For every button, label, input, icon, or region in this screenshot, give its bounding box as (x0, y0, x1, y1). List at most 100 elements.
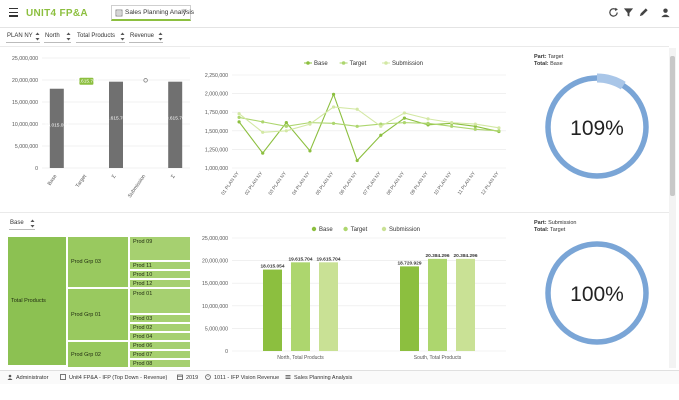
x-tick-label: 07 PLAN NY (362, 170, 383, 196)
y-tick-label: 10,000,000 (12, 122, 38, 128)
status-report: Sales Planning Analysis (285, 374, 352, 381)
y-tick-label: 15,000,000 (202, 281, 228, 287)
tree-root[interactable]: Total Products (7, 236, 67, 366)
y-tick-label: 15,000,000 (12, 100, 38, 106)
tree-item[interactable]: Prod 11 (129, 261, 191, 270)
legend-label: Base (319, 227, 333, 233)
legend-label: Target (351, 227, 368, 233)
scrollbar-thumb[interactable] (670, 56, 675, 196)
legend-marker (384, 61, 388, 65)
x-tick-label: 10 PLAN NY (433, 170, 454, 196)
top-bar: UNIT4 FP&A Sales Planning Analysis × (0, 0, 679, 28)
tree-group[interactable]: Prod Grp 02 (67, 341, 129, 368)
measure-dropdown[interactable]: Revenue (129, 31, 163, 43)
series-line (238, 92, 500, 162)
bar (428, 258, 447, 351)
tree-item[interactable]: Prod 03 (129, 314, 191, 323)
donut-2-total-label: Total: (534, 227, 549, 233)
y-tick-label: 1,250,000 (205, 147, 228, 153)
tab-sales-planning-analysis[interactable]: Sales Planning Analysis × (111, 5, 195, 21)
tree-item[interactable]: Prod 04 (129, 332, 191, 341)
report-icon (115, 9, 123, 17)
legend-marker (306, 61, 310, 65)
tree-item[interactable]: Prod 01 (129, 288, 191, 314)
legend-label: Target (350, 61, 367, 67)
menu-icon[interactable] (9, 8, 18, 17)
refresh-icon[interactable] (608, 7, 619, 18)
region-dropdown[interactable]: North (44, 31, 71, 43)
tree-item[interactable]: Prod 02 (129, 323, 191, 332)
y-tick-label: 0 (35, 166, 38, 172)
top-bar-divider (0, 27, 679, 28)
plan-dropdown[interactable]: PLAN NY (6, 31, 40, 43)
status-user-text: Administrator (16, 375, 49, 381)
series-line (238, 116, 499, 132)
data-point (237, 115, 241, 120)
donut-1-caption: Part: Target Total: Base (534, 54, 563, 68)
target-vs-base-donut: 109% (545, 73, 649, 179)
base-selector[interactable]: Base (9, 218, 35, 230)
status-report-text: Sales Planning Analysis (294, 375, 353, 381)
data-label: 19.615.704 (163, 116, 187, 122)
x-tick-label: Σ (170, 174, 177, 180)
data-point (261, 120, 265, 124)
logo-brand: UNIT4 (26, 8, 57, 19)
x-tick-label: North, Total Products (277, 355, 324, 361)
tree-item[interactable]: Prod 12 (129, 279, 191, 288)
y-tick-label: 2,000,000 (205, 92, 228, 98)
bar (263, 269, 282, 351)
data-point (355, 124, 359, 128)
plan-dropdown-value: PLAN NY (7, 33, 33, 39)
donut-overflow-arc (596, 73, 626, 90)
x-tick-label: 08 PLAN NY (386, 170, 407, 196)
x-tick-label: 03 PLAN NY (267, 170, 288, 196)
data-point (237, 112, 241, 116)
x-tick-label: 09 PLAN NY (409, 170, 430, 196)
bar (109, 81, 123, 168)
donut-1-part-label: Part: (534, 54, 547, 60)
tree-item[interactable]: Prod 07 (129, 350, 191, 359)
tree-item[interactable]: Prod 06 (129, 341, 191, 350)
calendar-icon (177, 374, 183, 380)
data-point (331, 92, 336, 96)
bar (319, 262, 338, 351)
data-point (355, 107, 359, 111)
filter-icon[interactable] (623, 7, 634, 18)
y-tick-label: 20,000,000 (202, 259, 228, 265)
tree-item[interactable]: Prod 08 (129, 359, 191, 368)
data-point (284, 121, 288, 125)
donut-1-total: Base (550, 61, 563, 67)
data-point (379, 122, 383, 126)
bar (400, 266, 419, 351)
data-point (426, 121, 430, 125)
data-point (308, 122, 312, 126)
report-icon (285, 375, 291, 379)
donut-1-part: Target (547, 54, 564, 60)
tree-item[interactable]: Prod 09 (129, 236, 191, 261)
bar-marker (79, 77, 94, 85)
x-tick-label: South, Total Products (414, 355, 462, 361)
y-tick-label: 1,000,000 (205, 166, 228, 172)
donut-2-part: Submission (548, 220, 577, 226)
data-point (497, 126, 501, 130)
data-point (473, 122, 477, 126)
region-bar-chart: Base Target Submission 0 5,000,000 10,000,000… (202, 226, 506, 361)
data-point (450, 121, 454, 125)
user-icon[interactable] (660, 7, 671, 18)
tree-item[interactable]: Prod 10 (129, 270, 191, 279)
product-dropdown[interactable]: Total Products (76, 31, 125, 43)
monthly-line-chart: Base Target Submission 1,000,000 1,250,000 1,… (205, 61, 506, 196)
edit-icon[interactable] (638, 7, 649, 18)
legend-marker (341, 61, 346, 65)
vertical-scrollbar[interactable] (669, 48, 676, 368)
close-icon[interactable]: × (182, 8, 187, 15)
data-point (261, 130, 265, 134)
tree-group[interactable]: Prod Grp 03 (67, 236, 129, 288)
bar (168, 81, 183, 168)
status-year: 2019 (177, 374, 198, 381)
tab-label: Sales Planning Analysis (125, 9, 195, 16)
chevron-updown-icon (158, 32, 163, 41)
status-model: Unit4 FP&A - IFP (Top Down - Revenue) (60, 374, 167, 381)
tree-group[interactable]: Prod Grp 01 (67, 288, 129, 341)
data-point (402, 111, 407, 115)
